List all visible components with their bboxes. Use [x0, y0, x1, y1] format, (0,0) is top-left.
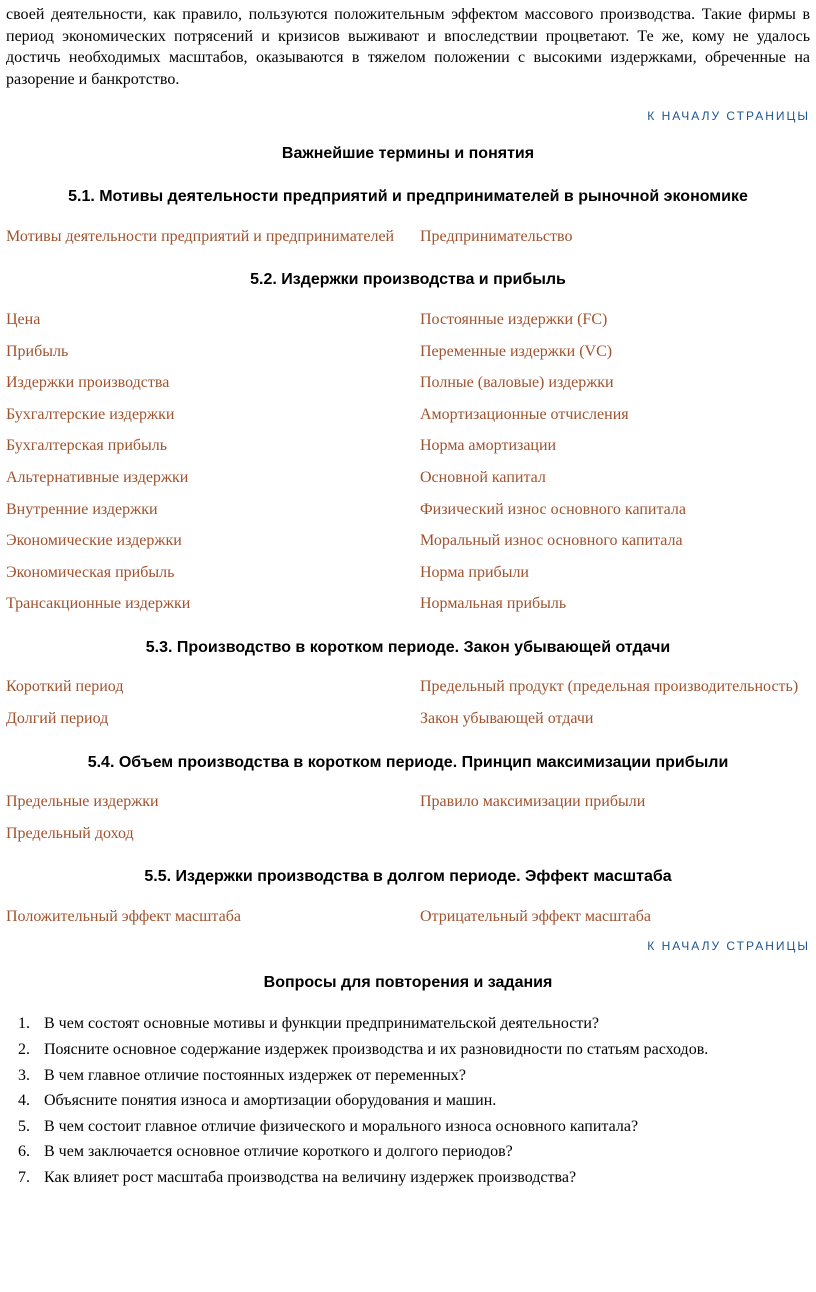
term-link[interactable]: Издержки производства — [6, 372, 396, 394]
term-link[interactable]: Предельный продукт (предельная производи… — [420, 676, 810, 698]
term-link[interactable]: Предельные издержки — [6, 791, 396, 813]
term-link[interactable]: Прибыль — [6, 341, 396, 363]
subsection-51-title: 5.1. Мотивы деятельности предприятий и п… — [6, 186, 810, 208]
term-link[interactable]: Закон убывающей отдачи — [420, 708, 810, 730]
term-link[interactable]: Экономические издержки — [6, 530, 396, 552]
subsection-52-title: 5.2. Издержки производства и прибыль — [6, 269, 810, 291]
term-link[interactable]: Амортизационные отчисления — [420, 404, 810, 426]
questions-list: В чем состоят основные мотивы и функции … — [34, 1013, 810, 1188]
term-link[interactable]: Отрицательный эффект масштаба — [420, 906, 810, 928]
term-link[interactable]: Положительный эффект масштаба — [6, 906, 396, 928]
term-link[interactable]: Внутренние издержки — [6, 499, 396, 521]
subsection-55-title: 5.5. Издержки производства в долгом пери… — [6, 866, 810, 888]
question-item: Поясните основное содержание издержек пр… — [34, 1039, 810, 1061]
question-item: Объясните понятия износа и амортизации о… — [34, 1090, 810, 1112]
term-link[interactable]: Норма амортизации — [420, 435, 810, 457]
term-link[interactable]: Основной капитал — [420, 467, 810, 489]
term-link[interactable]: Бухгалтерская прибыль — [6, 435, 396, 457]
term-link[interactable]: Предпринимательство — [420, 226, 810, 248]
question-item: В чем состоят основные мотивы и функции … — [34, 1013, 810, 1035]
terms-grid-54: Предельные издержки Правило максимизации… — [6, 791, 810, 844]
term-link[interactable]: Мотивы деятельности предприятий и предпр… — [6, 226, 396, 248]
question-item: В чем состоит главное отличие физическог… — [34, 1116, 810, 1138]
intro-paragraph: своей деятельности, как правило, пользую… — [6, 4, 810, 90]
term-link[interactable]: Долгий период — [6, 708, 396, 730]
terms-grid-55: Положительный эффект масштаба Отрицатель… — [6, 906, 810, 928]
terms-grid-53: Короткий период Предельный продукт (пред… — [6, 676, 810, 729]
to-top-link[interactable]: К НАЧАЛУ СТРАНИЦЫ — [6, 938, 810, 954]
term-link[interactable] — [420, 823, 810, 845]
term-link[interactable]: Альтернативные издержки — [6, 467, 396, 489]
term-link[interactable]: Полные (валовые) издержки — [420, 372, 810, 394]
term-link[interactable]: Норма прибыли — [420, 562, 810, 584]
subsection-54-title: 5.4. Объем производства в коротком перио… — [6, 752, 810, 774]
term-link[interactable]: Экономическая прибыль — [6, 562, 396, 584]
term-link[interactable]: Постоянные издержки (FC) — [420, 309, 810, 331]
subsection-53-title: 5.3. Производство в коротком периоде. За… — [6, 637, 810, 659]
term-link[interactable]: Предельный доход — [6, 823, 396, 845]
term-link[interactable]: Переменные издержки (VC) — [420, 341, 810, 363]
terms-grid-52: Цена Постоянные издержки (FC) Прибыль Пе… — [6, 309, 810, 615]
term-link[interactable]: Нормальная прибыль — [420, 593, 810, 615]
question-item: Как влияет рост масштаба производства на… — [34, 1167, 810, 1189]
term-link[interactable]: Бухгалтерские издержки — [6, 404, 396, 426]
term-link[interactable]: Моральный износ основного капитала — [420, 530, 810, 552]
terms-grid-51: Мотивы деятельности предприятий и предпр… — [6, 226, 810, 248]
question-item: В чем главное отличие постоянных издерже… — [34, 1065, 810, 1087]
term-link[interactable]: Трансакционные издержки — [6, 593, 396, 615]
section-title-questions: Вопросы для повторения и задания — [6, 972, 810, 994]
term-link[interactable]: Правило максимизации прибыли — [420, 791, 810, 813]
term-link[interactable]: Короткий период — [6, 676, 396, 698]
term-link[interactable]: Физический износ основного капитала — [420, 499, 810, 521]
to-top-link[interactable]: К НАЧАЛУ СТРАНИЦЫ — [6, 108, 810, 124]
section-title-terms: Важнейшие термины и понятия — [6, 143, 810, 165]
term-link[interactable]: Цена — [6, 309, 396, 331]
question-item: В чем заключается основное отличие корот… — [34, 1141, 810, 1163]
